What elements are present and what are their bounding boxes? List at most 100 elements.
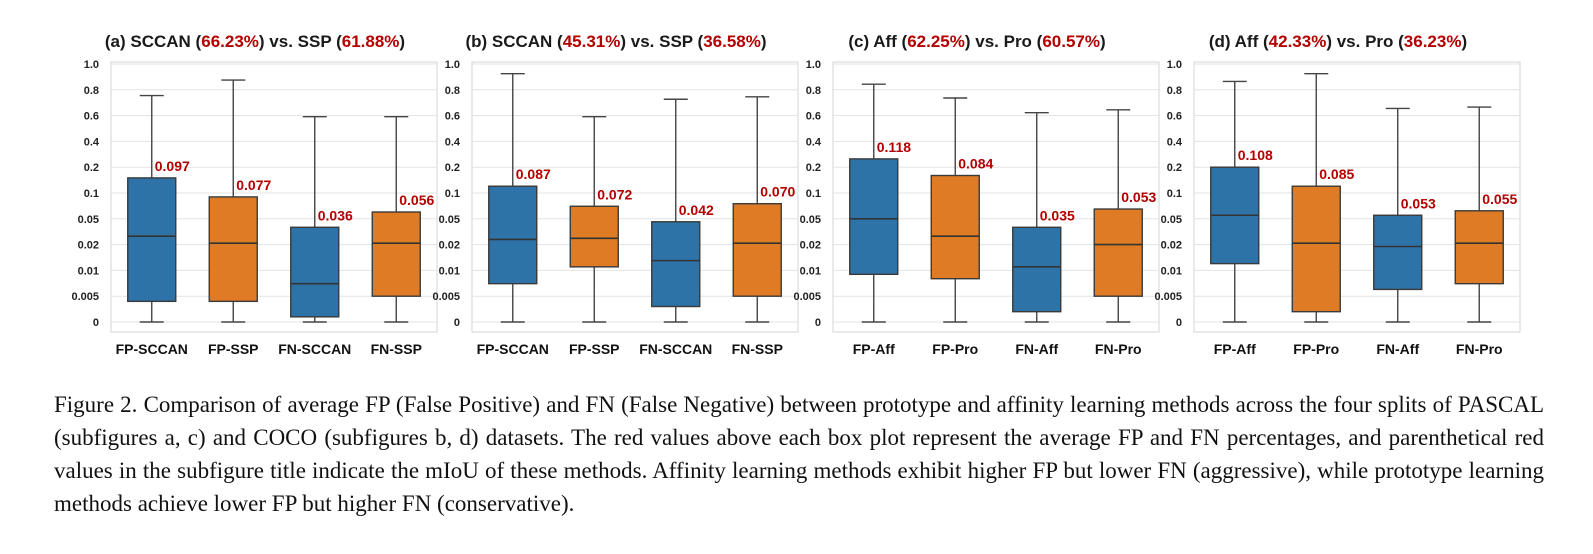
subfigure-title: (a) SCCAN (66.23%) vs. SSP (61.88%) [104,32,406,51]
box-fn-pro: 0.053 FN-Pro [1093,109,1156,357]
box-iqr [1093,208,1143,297]
mean-value-label: 0.085 [1319,166,1354,182]
y-tick-label: 0.01 [1161,265,1182,277]
subfigure-c: (c) Aff (62.25%) vs. Pro (60.57%) 0 0.005… [787,0,1167,380]
x-tick-label: FN-SCCAN [639,341,712,357]
box-fn-sccan: 0.036 FN-SCCAN [278,115,353,357]
y-tick-label: 0 [1176,317,1182,329]
mean-value-label: 0.056 [399,192,434,208]
y-tick-label: 0.4 [806,136,822,148]
figure-charts: (a) SCCAN (66.23%) vs. SSP (61.88%) 0 0.0… [65,0,1521,380]
x-tick-label: FP-SSP [208,341,259,357]
box-fp-pro: 0.084 FP-Pro [930,97,993,357]
y-tick-label: 0.05 [439,214,460,226]
y-tick-label: 0.02 [800,240,821,252]
y-tick-label: 0 [815,317,821,329]
y-tick-label: 1.0 [84,59,99,71]
box-fp-sccan: 0.097 FP-SCCAN [116,94,190,357]
mean-value-label: 0.042 [679,202,714,218]
y-tick-label: 0.1 [1167,188,1182,200]
mean-value-label: 0.070 [760,184,795,200]
box-fn-sccan: 0.042 FN-SCCAN [639,98,714,357]
boxplot-svg: 0 0.005 0.01 0.02 0.05 0.1 0.2 0.4 0.6 0.8 1.0 0.11… [793,59,1160,357]
x-tick-label: FN-Pro [1456,341,1503,357]
y-tick-label: 1.0 [445,59,460,71]
x-tick-label: FP-Pro [932,341,978,357]
y-tick-label: 0.8 [445,85,460,97]
y-tick-label: 0.01 [800,265,821,277]
x-tick-label: FP-SCCAN [116,341,188,357]
x-tick-label: FP-SCCAN [477,341,549,357]
subfigure-title: (c) Aff (62.25%) vs. Pro (60.57%) [848,32,1106,51]
mean-value-label: 0.053 [1401,195,1436,211]
y-tick-label: 0.02 [1161,240,1182,252]
y-tick-label: 1.0 [1167,59,1182,71]
mean-value-label: 0.097 [155,158,190,174]
y-tick-label: 1.0 [806,59,821,71]
y-tick-label: 0.1 [84,188,99,200]
y-tick-label: 0.005 [432,291,460,303]
x-tick-label: FN-SSP [732,341,783,357]
y-tick-label: 0.6 [445,111,460,123]
y-tick-label: 0.05 [78,214,99,226]
box-iqr [371,211,421,297]
mean-value-label: 0.077 [236,177,271,193]
mean-value-label: 0.084 [958,156,993,172]
box-fn-aff: 0.053 FN-Aff [1373,107,1436,357]
y-tick-label: 0.01 [78,265,99,277]
boxplot-svg: 0 0.005 0.01 0.02 0.05 0.1 0.2 0.4 0.6 0.8 1.0 0.10… [1154,59,1521,357]
box-iqr [930,174,980,280]
box-fp-pro: 0.085 FP-Pro [1291,72,1354,357]
box-fp-sccan: 0.087 FP-SCCAN [477,72,551,357]
x-tick-label: FN-SCCAN [278,341,351,357]
box-fn-aff: 0.035 FN-Aff [1012,111,1075,357]
x-tick-label: FP-Pro [1293,341,1339,357]
x-tick-label: FP-Aff [1214,341,1256,357]
box-iqr [651,221,701,308]
box-iqr [127,177,177,303]
y-tick-label: 0.02 [78,240,99,252]
box-iqr [732,203,782,297]
subfigure-a: (a) SCCAN (66.23%) vs. SSP (61.88%) 0 0.0… [65,0,445,380]
box-fn-ssp: 0.070 FN-SSP [732,96,795,357]
y-tick-label: 0.005 [71,291,99,303]
box-iqr [1373,214,1423,291]
box-fn-pro: 0.055 FN-Pro [1454,106,1517,357]
box-fp-ssp: 0.077 FP-SSP [208,79,271,357]
x-tick-label: FN-SSP [371,341,422,357]
y-tick-label: 0.02 [439,240,460,252]
box-iqr [849,158,899,276]
y-tick-label: 0.1 [806,188,821,200]
box-iqr [290,226,340,318]
y-tick-label: 0.01 [439,265,460,277]
mean-value-label: 0.035 [1040,207,1075,223]
x-tick-label: FP-SSP [569,341,620,357]
box-iqr [208,196,258,303]
box-iqr [1454,210,1504,285]
x-tick-label: FN-Aff [1015,341,1058,357]
y-tick-label: 0.8 [1167,85,1182,97]
x-tick-label: FN-Aff [1376,341,1419,357]
y-tick-label: 0.8 [806,85,821,97]
y-tick-label: 0.05 [1161,214,1182,226]
y-tick-label: 0 [454,317,460,329]
box-iqr [1012,226,1062,313]
x-tick-label: FN-Pro [1095,341,1142,357]
y-tick-label: 0.2 [1167,162,1182,174]
mean-value-label: 0.118 [877,139,911,155]
mean-value-label: 0.053 [1121,189,1156,205]
box-iqr [569,205,619,268]
x-tick-label: FP-Aff [853,341,895,357]
box-iqr [1291,185,1341,313]
y-tick-label: 0.4 [1167,136,1183,148]
box-fp-aff: 0.118 FP-Aff [849,83,911,357]
mean-value-label: 0.072 [597,186,632,202]
figure-caption: Figure 2. Comparison of average FP (Fals… [54,392,1544,516]
mean-value-label: 0.036 [318,207,353,223]
y-tick-label: 0.2 [806,162,821,174]
y-tick-label: 0.6 [1167,111,1182,123]
subfigure-b: (b) SCCAN (45.31%) vs. SSP (36.58%) 0 0.0… [426,0,806,380]
y-tick-label: 0.2 [84,162,99,174]
y-tick-label: 0.6 [84,111,99,123]
y-tick-label: 0.005 [1154,291,1182,303]
